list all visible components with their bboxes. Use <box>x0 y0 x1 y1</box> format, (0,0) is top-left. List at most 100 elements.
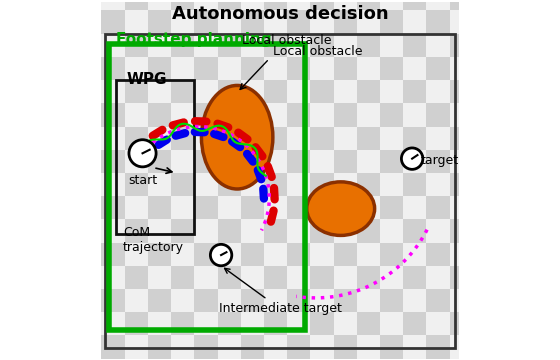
Bar <box>171 34 194 57</box>
Bar <box>171 219 194 243</box>
Bar <box>241 10 264 34</box>
Bar <box>287 0 310 10</box>
Bar <box>125 196 148 219</box>
Bar <box>171 80 194 103</box>
Bar <box>450 10 473 34</box>
Bar <box>403 103 426 126</box>
Ellipse shape <box>202 85 273 189</box>
Bar <box>403 196 426 219</box>
Bar <box>101 312 125 336</box>
Bar <box>287 34 310 57</box>
Bar <box>426 196 450 219</box>
Bar <box>287 312 310 336</box>
Bar <box>264 289 287 312</box>
Bar <box>217 80 241 103</box>
Bar <box>125 10 148 34</box>
Bar <box>310 103 334 126</box>
Bar <box>426 126 450 150</box>
Bar <box>426 150 450 173</box>
Bar <box>217 196 241 219</box>
Bar <box>194 266 217 289</box>
Ellipse shape <box>307 182 375 235</box>
Bar <box>194 0 217 10</box>
Bar <box>403 34 426 57</box>
Bar <box>426 219 450 243</box>
Bar <box>241 312 264 336</box>
Bar <box>403 336 426 359</box>
Bar <box>148 80 171 103</box>
Bar <box>125 57 148 80</box>
Bar <box>287 173 310 196</box>
Bar <box>380 312 403 336</box>
Bar <box>334 196 357 219</box>
Bar <box>125 80 148 103</box>
Bar <box>310 57 334 80</box>
Bar <box>287 289 310 312</box>
Bar <box>125 219 148 243</box>
Bar <box>101 243 125 266</box>
Bar <box>125 336 148 359</box>
Bar <box>217 150 241 173</box>
Bar <box>101 126 125 150</box>
Bar <box>380 10 403 34</box>
Bar <box>217 289 241 312</box>
Bar <box>264 173 287 196</box>
Circle shape <box>402 148 423 169</box>
Bar <box>148 10 171 34</box>
Bar <box>310 336 334 359</box>
Bar <box>264 57 287 80</box>
Bar <box>334 10 357 34</box>
Bar <box>171 150 194 173</box>
Bar <box>426 289 450 312</box>
Bar <box>426 0 450 10</box>
Bar <box>287 150 310 173</box>
Bar <box>125 103 148 126</box>
Bar <box>403 266 426 289</box>
Circle shape <box>211 244 232 266</box>
Bar <box>287 80 310 103</box>
Text: Autonomous decision: Autonomous decision <box>172 5 388 23</box>
Bar <box>403 57 426 80</box>
Bar <box>241 103 264 126</box>
Bar <box>357 289 380 312</box>
Bar <box>264 266 287 289</box>
Bar <box>310 150 334 173</box>
Bar <box>264 150 287 173</box>
Bar <box>125 289 148 312</box>
Bar <box>241 289 264 312</box>
Bar <box>450 34 473 57</box>
Bar <box>334 219 357 243</box>
Text: Footstep planning: Footstep planning <box>116 32 272 48</box>
Bar <box>125 34 148 57</box>
Bar <box>148 243 171 266</box>
Bar <box>264 103 287 126</box>
Bar <box>241 126 264 150</box>
Bar <box>125 312 148 336</box>
Bar <box>310 126 334 150</box>
Bar <box>264 243 287 266</box>
Bar <box>310 34 334 57</box>
Bar <box>403 126 426 150</box>
Bar <box>194 336 217 359</box>
Bar <box>171 336 194 359</box>
Bar <box>403 312 426 336</box>
Bar <box>264 34 287 57</box>
Bar <box>310 196 334 219</box>
Bar <box>380 243 403 266</box>
Bar <box>310 266 334 289</box>
Bar <box>403 80 426 103</box>
Bar <box>426 34 450 57</box>
Bar <box>450 80 473 103</box>
Bar <box>101 173 125 196</box>
Bar <box>241 150 264 173</box>
Bar <box>194 150 217 173</box>
Bar <box>310 10 334 34</box>
Bar <box>287 336 310 359</box>
Bar <box>287 196 310 219</box>
Bar <box>403 219 426 243</box>
Bar <box>217 103 241 126</box>
Bar <box>171 126 194 150</box>
Bar <box>241 0 264 10</box>
Bar <box>148 103 171 126</box>
Bar <box>101 103 125 126</box>
